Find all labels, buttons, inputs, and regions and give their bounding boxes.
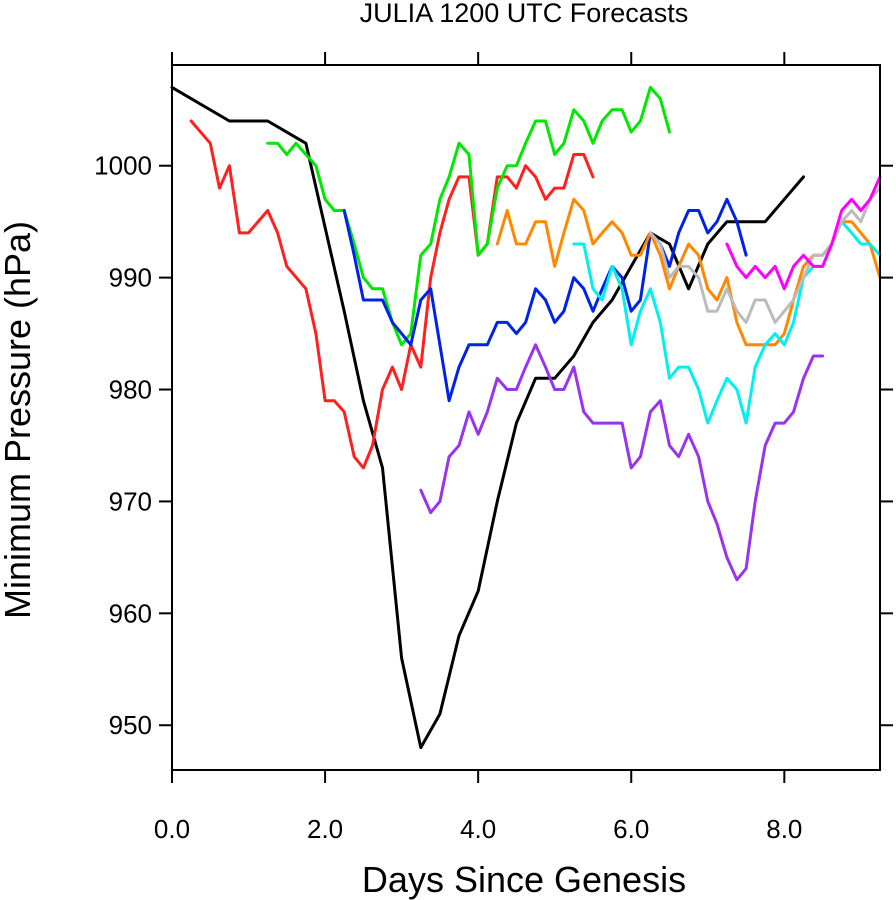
y-tick-label: 980 [109,375,152,405]
series-line-4 [342,197,748,403]
y-tick-label: 990 [109,263,152,293]
axes-layer: 0.0 2.0 4.0 6.0 8.0 950 960 970 980 990 1000 [94,52,893,844]
x-tick-label: 2.0 [307,814,343,844]
x-tick-label: 0.0 [154,814,190,844]
plot-frame [171,64,881,771]
y-tick-label: 970 [109,486,152,516]
series-line-9 [725,175,882,291]
chart-title: JULIA 1200 UTC Forecasts [360,0,689,28]
x-tick-label: 4.0 [460,814,496,844]
y-tick-label: 960 [109,598,152,628]
x-axis-label: Days Since Genesis [362,859,686,900]
series-line-6 [572,220,882,425]
x-tick-label: 8.0 [766,814,802,844]
y-tick-label: 950 [109,710,152,740]
series-line-3 [266,85,671,347]
series-line-2 [189,119,595,470]
series-line-1 [170,85,805,750]
x-tick-label: 6.0 [613,814,649,844]
series-line-8 [648,186,882,324]
series-layer [170,85,882,750]
y-tick-label: 1000 [94,151,152,181]
series-line-7 [419,343,825,582]
y-axis-label: Minimum Pressure (hPa) [0,221,38,619]
